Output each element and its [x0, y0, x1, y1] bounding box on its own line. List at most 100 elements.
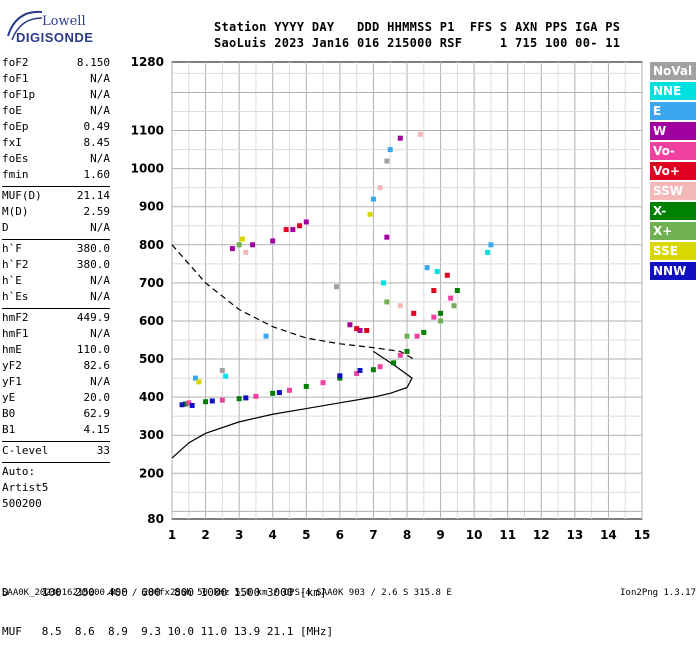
param-row-fxi: fxI 8.45: [2, 136, 110, 152]
param-label: foEs: [2, 152, 29, 165]
logo-text-lowell: Lowell: [42, 14, 86, 29]
data-point-vo: [287, 387, 292, 393]
data-point-e: [488, 242, 494, 248]
data-point-x: [438, 318, 444, 324]
x-tick-label: 11: [499, 528, 516, 542]
data-point-e: [193, 375, 198, 381]
param-value: 33: [96, 444, 110, 457]
y-tick-label: 400: [139, 390, 164, 404]
x-tick-label: 9: [436, 528, 444, 542]
data-point-nne: [434, 268, 440, 274]
data-point-noval: [384, 158, 390, 164]
muf-table: D 100 200 400 600 800 1000 1500 3000 [km…: [2, 560, 333, 651]
param-row-clevel: C-level 33: [2, 444, 110, 460]
data-point-nnw: [189, 403, 195, 409]
data-point-vo: [283, 227, 289, 233]
data-point-vo: [411, 310, 417, 316]
data-point-nne: [381, 280, 386, 286]
data-point-vo: [444, 272, 450, 278]
data-point-vo: [320, 380, 326, 386]
logo-arc-icon: [7, 10, 43, 41]
data-point-x: [421, 329, 427, 335]
param-separator: [2, 462, 110, 463]
footer-info: SAA0K_2023016215000.RSF / 280fx256h 50 k…: [2, 588, 452, 598]
data-point-x: [182, 401, 188, 407]
param-label: yE: [2, 391, 16, 404]
data-point-w: [347, 322, 353, 328]
data-point-ssw: [397, 303, 403, 309]
data-point-w: [303, 219, 309, 225]
param-row-hme: hmE 110.0: [2, 343, 110, 359]
param-value: N/A: [90, 327, 110, 340]
muf-table-muf-row: MUF 8.5 8.6 8.9 9.3 10.0 11.0 13.9 21.1 …: [2, 625, 334, 638]
param-row-hmf2: hmF2 449.9: [2, 311, 110, 327]
data-point-x: [370, 367, 376, 373]
header-row-values: SaoLuis 2023 Jan16 016 215000 RSF 1 715 …: [214, 36, 621, 50]
data-point-vo: [253, 393, 259, 399]
param-row-d: D N/A: [2, 221, 110, 237]
x-tick-label: 6: [336, 528, 344, 542]
param-separator: [2, 186, 110, 187]
x-tick-label: 3: [235, 528, 243, 542]
param-value: 110.0: [76, 343, 110, 356]
data-point-x: [454, 288, 460, 293]
data-point-vo: [414, 333, 420, 339]
legend-entry-w: W: [650, 122, 696, 140]
param-value: 449.9: [76, 311, 110, 324]
y-tick-label: 500: [139, 352, 164, 366]
x-tick-label: 15: [634, 528, 651, 542]
param-label: fxI: [2, 136, 22, 149]
logo-text-digisonde: DIGISONDE: [16, 30, 94, 45]
data-point-x: [236, 242, 242, 248]
param-value: 380.0: [76, 258, 110, 271]
param-value: N/A: [90, 375, 110, 388]
data-point-x: [384, 299, 390, 305]
data-point-w: [229, 246, 235, 252]
data-point-w: [290, 227, 296, 233]
data-point-x: [236, 396, 242, 402]
data-point-noval: [219, 367, 225, 373]
legend-entry-x: X+: [650, 222, 696, 240]
param-label: fmin: [2, 168, 29, 181]
x-tick-label: 2: [201, 528, 209, 542]
data-point-vo: [354, 371, 360, 377]
param-value: N/A: [90, 274, 110, 287]
param-row-b0: B0 62.9: [2, 407, 110, 423]
y-tick-label: 800: [139, 238, 164, 252]
param-label: hmE: [2, 343, 22, 356]
y-tick-label: 300: [139, 428, 164, 442]
data-point-vo: [186, 400, 192, 406]
param-value: 4.15: [83, 423, 111, 436]
param-label: C-level: [2, 444, 49, 457]
data-point-w: [397, 135, 403, 141]
param-value: N/A: [90, 88, 110, 101]
param-label: D: [2, 221, 9, 234]
param-row-foep: foEp 0.49: [2, 120, 110, 136]
param-value: 82.6: [83, 359, 111, 372]
param-value: 0.49: [83, 120, 111, 133]
ionogram-plot: 1 2 3 4 5 6 7 8 9 10 11 12 13 14 158020030040050060070…: [131, 55, 651, 542]
x-tick-label: 8: [403, 528, 411, 542]
data-point-vo: [448, 295, 454, 301]
y-tick-label: 80: [147, 512, 164, 526]
param-row-ye: yE 20.0: [2, 391, 110, 407]
data-point-vo: [297, 223, 303, 229]
param-row-fof2: foF2 8.150: [2, 56, 110, 72]
param-label: MUF(D): [2, 189, 42, 202]
y-tick-label: 1100: [131, 124, 164, 138]
legend-entry-x: X-: [650, 202, 696, 220]
data-point-e: [263, 333, 269, 339]
param-label: foE: [2, 104, 22, 117]
y-tick-label: 1280: [131, 55, 164, 69]
param-label: h`E: [2, 274, 22, 287]
param-row-md: M(D) 2.59: [2, 205, 110, 221]
data-point-x: [451, 303, 457, 309]
data-point-e: [370, 196, 376, 202]
data-point-x: [404, 333, 410, 339]
data-point-x: [438, 310, 444, 316]
data-point-w: [357, 327, 363, 333]
param-row-fof1p: foF1p N/A: [2, 88, 110, 104]
param-label: yF1: [2, 375, 22, 388]
data-point-w: [384, 234, 390, 240]
data-point-vo: [219, 397, 225, 403]
